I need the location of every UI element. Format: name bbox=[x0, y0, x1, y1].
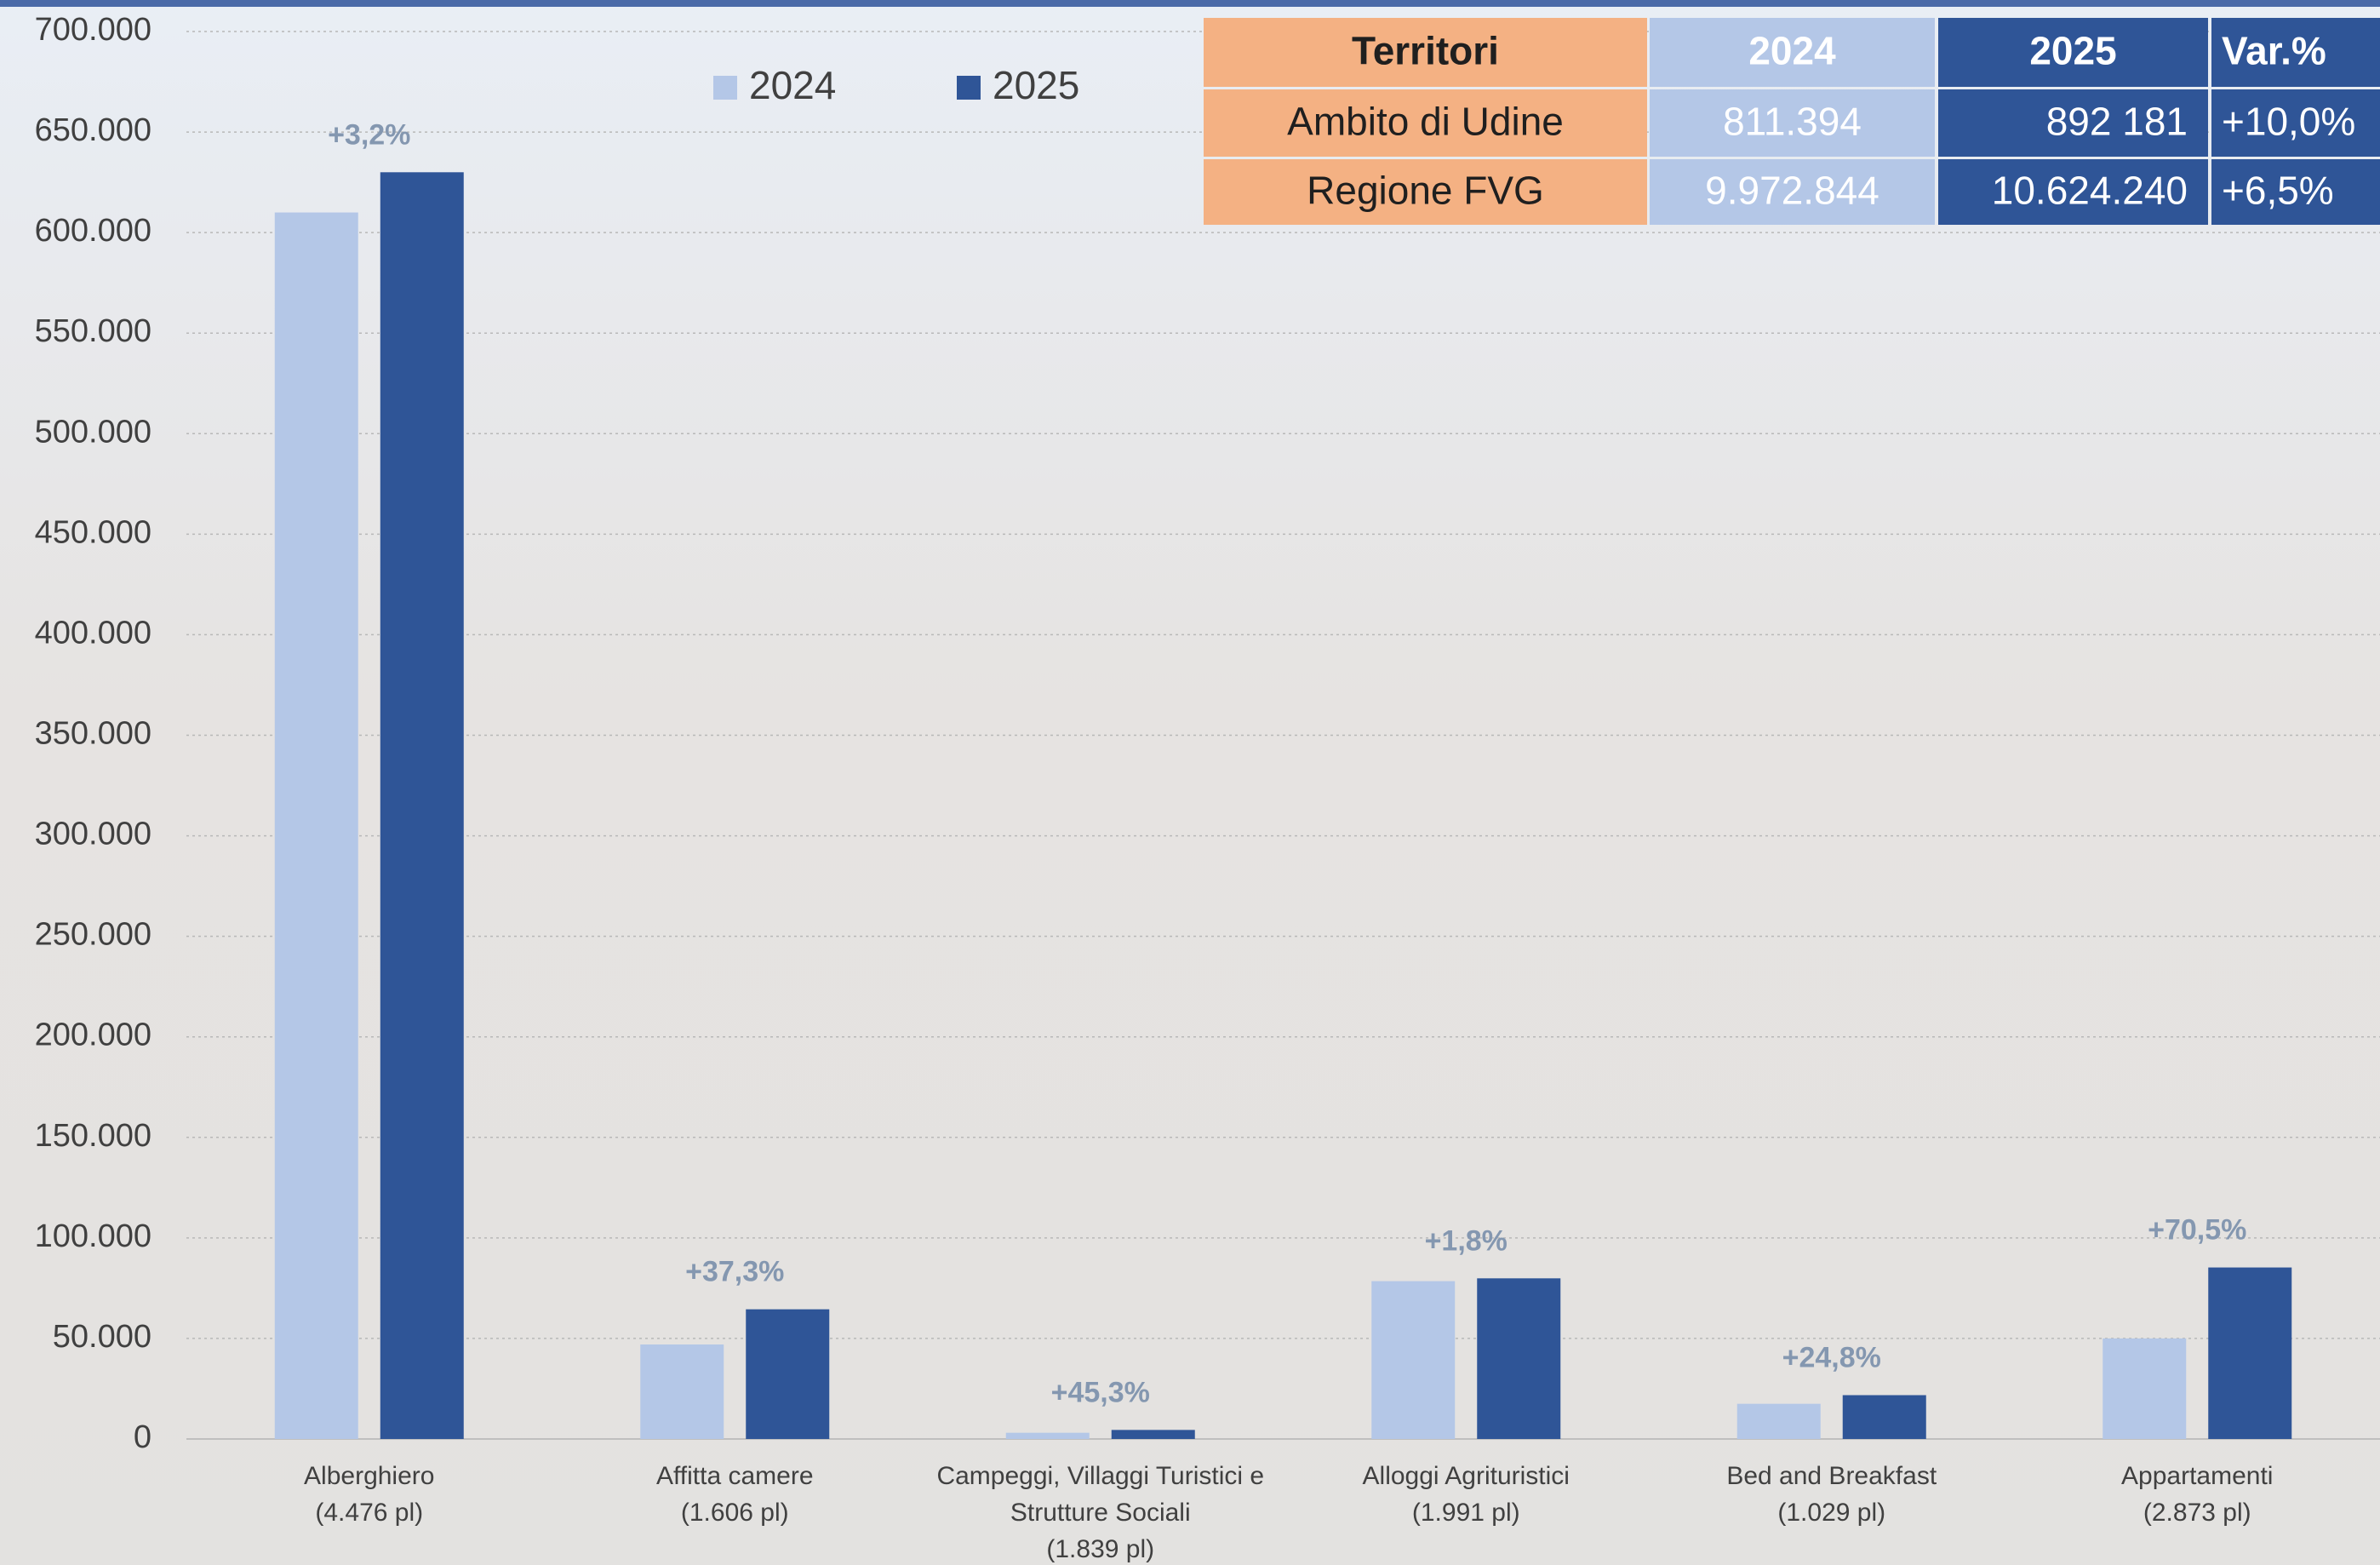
bar bbox=[640, 1344, 724, 1439]
y-tick-label: 0 bbox=[134, 1419, 152, 1455]
change-label: +1,8% bbox=[1425, 1224, 1508, 1257]
change-label: +45,3% bbox=[1051, 1376, 1150, 1408]
y-tick-label: 550.000 bbox=[35, 313, 152, 349]
bar bbox=[380, 172, 464, 1439]
y-tick-label: 500.000 bbox=[35, 414, 152, 450]
x-tick-label: Strutture Sociali bbox=[1010, 1499, 1191, 1527]
bar bbox=[1371, 1281, 1455, 1439]
y-tick-label: 400.000 bbox=[35, 615, 152, 651]
y-tick-label: 100.000 bbox=[35, 1218, 152, 1254]
x-tick-label: Appartamenti bbox=[2121, 1462, 2273, 1490]
change-label: +24,8% bbox=[1782, 1342, 1881, 1374]
y-tick-label: 350.000 bbox=[35, 716, 152, 752]
y-tick-label: 250.000 bbox=[35, 917, 152, 953]
table-header: 2025 bbox=[2029, 29, 2116, 73]
bar bbox=[2208, 1268, 2291, 1439]
x-tick-label: Campeggi, Villaggi Turistici e bbox=[936, 1462, 1264, 1490]
y-tick-label: 700.000 bbox=[35, 12, 152, 48]
x-tick-label: Bed and Breakfast bbox=[1726, 1462, 1937, 1490]
table-cell-text: Ambito di Udine bbox=[1287, 100, 1564, 144]
y-tick-label: 300.000 bbox=[35, 817, 152, 852]
chart: 0 50.000 100.000 150.000 200.000 250.000 300.0… bbox=[0, 0, 2380, 1565]
x-tick-label: (1.606 pl) bbox=[681, 1499, 789, 1527]
x-tick-label: (2.873 pl) bbox=[2143, 1499, 2251, 1527]
bar bbox=[1843, 1396, 1926, 1439]
x-tick-label: Alberghiero bbox=[304, 1462, 434, 1490]
page: 0 50.000 100.000 150.000 200.000 250.000 300.0… bbox=[0, 0, 2380, 1565]
change-label: +37,3% bbox=[685, 1256, 784, 1288]
table-header: Var.% bbox=[2222, 29, 2326, 73]
y-tick-label: 50.000 bbox=[53, 1319, 152, 1355]
x-tick-label: (4.476 pl) bbox=[315, 1499, 423, 1527]
table-cell-text: 9.972.844 bbox=[1705, 169, 1879, 213]
bar bbox=[1112, 1430, 1195, 1439]
table-header: 2024 bbox=[1748, 29, 1836, 73]
bar bbox=[746, 1310, 829, 1439]
bar bbox=[1006, 1433, 1090, 1439]
y-tick-label: 600.000 bbox=[35, 213, 152, 249]
table-cell-text: 811.394 bbox=[1723, 100, 1862, 144]
legend-label: 2025 bbox=[993, 63, 1079, 107]
table-cell-text: 892 181 bbox=[2046, 100, 2188, 144]
change-label: +3,2% bbox=[328, 118, 410, 151]
change-label: +70,5% bbox=[2148, 1214, 2246, 1247]
x-tick-label: Affitta camere bbox=[656, 1462, 814, 1490]
bar bbox=[1477, 1278, 1560, 1439]
y-tick-label: 150.000 bbox=[35, 1118, 152, 1154]
x-tick-label: (1.991 pl) bbox=[1412, 1499, 1520, 1527]
y-tick-label: 200.000 bbox=[35, 1018, 152, 1053]
y-tick-label: 650.000 bbox=[35, 112, 152, 148]
x-tick-label: (1.839 pl) bbox=[1046, 1535, 1154, 1563]
y-tick-label: 450.000 bbox=[35, 514, 152, 550]
table-header: Territori bbox=[1352, 29, 1499, 73]
bar bbox=[275, 213, 358, 1439]
legend-swatch bbox=[713, 76, 737, 100]
table-cell-text: Regione FVG bbox=[1307, 169, 1544, 213]
bar bbox=[2103, 1339, 2186, 1439]
bar bbox=[1737, 1404, 1821, 1439]
legend-label: 2024 bbox=[749, 63, 836, 107]
x-tick-label: Alloggi Agrituristici bbox=[1363, 1462, 1570, 1490]
top-stripe bbox=[0, 0, 2380, 7]
table-cell-text: +10,0% bbox=[2222, 100, 2355, 144]
table-cell-text: 10.624.240 bbox=[1992, 169, 2188, 213]
legend-swatch bbox=[957, 76, 981, 100]
table-cell-text: +6,5% bbox=[2222, 169, 2334, 213]
x-tick-label: (1.029 pl) bbox=[1777, 1499, 1885, 1527]
